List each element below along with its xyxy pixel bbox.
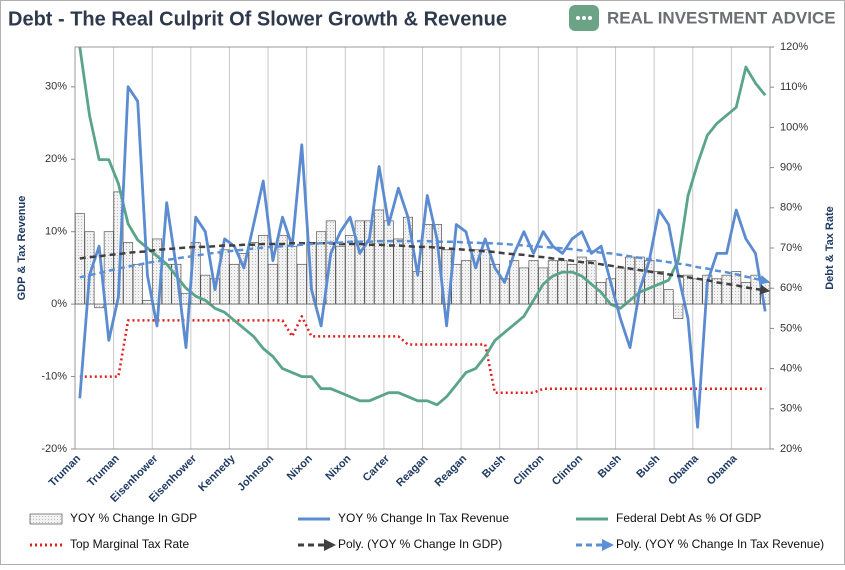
series-line [79, 239, 771, 285]
bar [518, 267, 529, 305]
bar [547, 260, 558, 305]
bar [557, 260, 568, 305]
y-tick-label: -10% [41, 370, 67, 382]
bar [335, 245, 346, 305]
y2-tick-label: 80% [780, 202, 802, 214]
logo-dot [582, 16, 586, 20]
logo-text: REAL INVESTMENT ADVICE [607, 8, 836, 27]
legend-swatch [29, 513, 63, 525]
y2-tick-label: 120% [780, 41, 808, 53]
legend-label: Top Marginal Tax Rate [70, 537, 190, 551]
bar [615, 267, 626, 305]
bar [567, 263, 578, 305]
y2-axis-title: Debt & Tax Rate [824, 206, 836, 290]
legend-label: Poly. (YOY % Change In Tax Revenue) [616, 537, 824, 551]
y2-tick-label: 50% [780, 322, 802, 334]
bar [383, 220, 394, 305]
bar [374, 209, 385, 305]
bar [267, 263, 278, 305]
bar [692, 278, 703, 305]
bar [142, 300, 153, 305]
bar [132, 263, 143, 305]
y-tick-label: 0% [51, 298, 67, 310]
legend-label: YOY % Change In Tax Revenue [338, 511, 509, 525]
bar [393, 238, 404, 305]
bar [287, 245, 298, 305]
series-line [79, 242, 771, 295]
legend-label: YOY % Change In GDP [70, 511, 197, 525]
y-tick-label: -20% [41, 443, 67, 455]
legend-label: Poly. (YOY % Change In GDP) [338, 537, 502, 551]
y2-tick-label: 110% [780, 81, 808, 93]
bar [480, 249, 491, 305]
bar [248, 242, 259, 305]
y2-tick-label: 60% [780, 282, 802, 294]
bar [663, 289, 674, 305]
bar [740, 282, 751, 305]
bar [354, 220, 365, 305]
y2-tick-label: 70% [780, 242, 802, 254]
bar [721, 274, 732, 305]
bar [94, 303, 105, 309]
y-axis-title: GDP & Tax Revenue [16, 196, 28, 301]
logo: REAL INVESTMENT ADVICE [569, 5, 836, 31]
series-line [79, 315, 766, 394]
logo-dot [576, 16, 580, 20]
y2-tick-label: 40% [780, 363, 802, 375]
bar [422, 224, 433, 305]
bar [103, 231, 114, 305]
y-tick-label: 30% [45, 81, 67, 93]
logo-dot [588, 16, 592, 20]
legend-label: Federal Debt As % Of GDP [616, 511, 761, 525]
bar [229, 263, 240, 305]
chart-title: Debt - The Real Culprit Of Slower Growth… [8, 8, 507, 30]
y-tick-label: 20% [45, 153, 67, 165]
bar [296, 263, 307, 305]
y2-tick-label: 100% [780, 121, 808, 133]
bar [345, 234, 356, 305]
bar [673, 303, 684, 319]
y-tick-label: 10% [45, 226, 67, 238]
series-line [78, 85, 767, 429]
y2-tick-label: 90% [780, 162, 802, 174]
y2-tick-label: 20% [780, 443, 802, 455]
series-line [78, 46, 767, 407]
y2-tick-label: 30% [780, 403, 802, 415]
bar [258, 234, 269, 305]
bar [654, 271, 664, 305]
bar [460, 260, 471, 305]
bar [731, 271, 742, 305]
